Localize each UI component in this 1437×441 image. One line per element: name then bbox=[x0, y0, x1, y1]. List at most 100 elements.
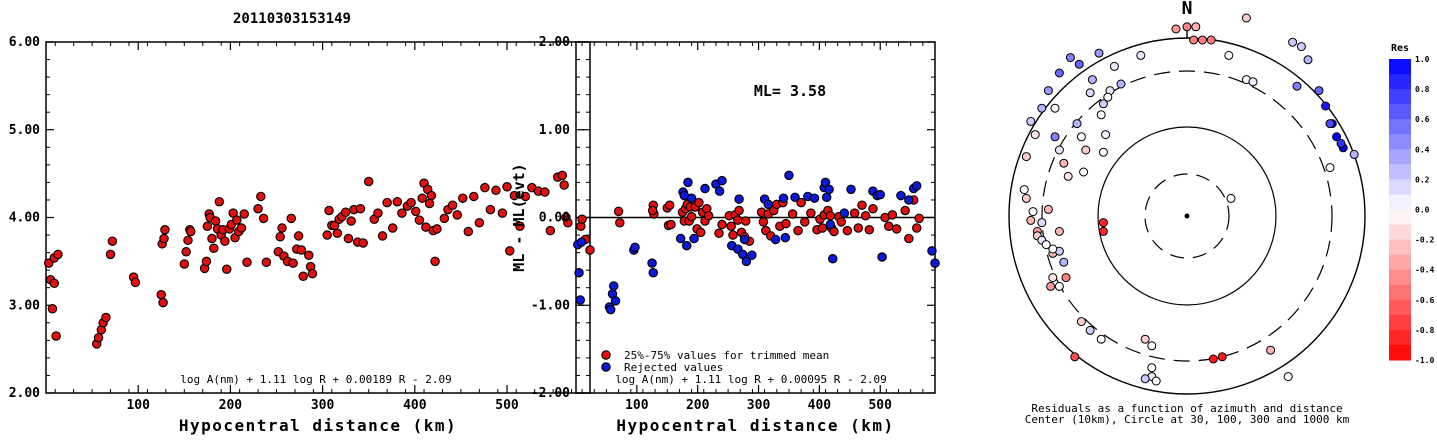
rejected-point bbox=[734, 194, 744, 204]
accepted-point bbox=[853, 223, 864, 233]
station-point bbox=[426, 190, 437, 201]
station-point bbox=[520, 191, 531, 202]
station-point bbox=[307, 268, 318, 279]
ring-300km bbox=[1097, 126, 1277, 306]
rejected-point bbox=[904, 195, 914, 205]
polar-caption-line2: Center (10km), Circle at 30, 100, 300 an… bbox=[1025, 413, 1350, 426]
station-residual-point bbox=[1037, 103, 1047, 113]
station-residual-point bbox=[1087, 75, 1097, 85]
rejected-point bbox=[648, 268, 659, 278]
station-residual-point bbox=[1076, 317, 1086, 327]
accepted-point bbox=[734, 205, 744, 216]
station-residual-point bbox=[1048, 273, 1058, 283]
station-residual-point bbox=[1140, 334, 1150, 344]
station-residual-point bbox=[1050, 132, 1060, 142]
rejected-point bbox=[700, 183, 710, 194]
accepted-point bbox=[694, 197, 704, 208]
station-residual-point bbox=[1050, 103, 1060, 113]
rejected-point bbox=[896, 190, 906, 201]
accepted-point bbox=[836, 217, 847, 227]
rejected-point bbox=[714, 186, 725, 196]
accepted-point bbox=[577, 214, 587, 225]
station-point bbox=[160, 225, 170, 235]
accepted-point bbox=[733, 215, 743, 225]
x-axis-label: Hypocentral distance (km) bbox=[616, 416, 894, 435]
station-point bbox=[474, 218, 485, 228]
rejected-point bbox=[739, 234, 750, 245]
station-point bbox=[258, 213, 269, 224]
station-residual-point bbox=[1098, 226, 1108, 236]
station-residual-point bbox=[1208, 354, 1218, 364]
azimuth-distance-residual-plot: N Residuals as a function of azimuth and … bbox=[1008, 0, 1366, 426]
station-residual-point bbox=[1101, 130, 1111, 140]
station-point bbox=[51, 331, 61, 341]
accepted-point bbox=[787, 209, 798, 219]
station-residual-point bbox=[1096, 110, 1106, 120]
station-residual-point bbox=[1325, 163, 1335, 173]
station-residual-point bbox=[1063, 171, 1073, 181]
accepted-point bbox=[911, 223, 922, 233]
station-point bbox=[304, 250, 314, 260]
station-point bbox=[296, 245, 307, 255]
station-residual-point bbox=[1147, 363, 1157, 373]
station-point bbox=[505, 246, 515, 256]
station-point bbox=[545, 225, 556, 236]
station-residual-point bbox=[1074, 59, 1084, 69]
station-point bbox=[130, 277, 141, 288]
accepted-point bbox=[900, 205, 910, 216]
station-point bbox=[480, 182, 490, 193]
accepted-point bbox=[793, 225, 803, 236]
y-axis-label: ML - ML(evt) bbox=[510, 163, 528, 271]
station-point bbox=[186, 226, 196, 237]
station-residual-point bbox=[1325, 119, 1335, 129]
colorbar-segment bbox=[1389, 209, 1411, 226]
rejected-point bbox=[675, 233, 686, 244]
colorbar-segment bbox=[1389, 119, 1411, 135]
colorbar-segment bbox=[1389, 164, 1411, 180]
y-tick-label: -1.00 bbox=[531, 298, 570, 313]
accepted-point bbox=[695, 227, 706, 238]
station-residual-point bbox=[1136, 50, 1146, 60]
colorbar-tick-label: -0.8 bbox=[1415, 326, 1434, 335]
formula-text: log A(nm) + 1.11 log R + 0.00189 R - 2.0… bbox=[180, 373, 452, 386]
station-residual-point bbox=[1046, 281, 1056, 291]
rejected-point bbox=[778, 193, 789, 203]
ml-vs-distance-panel: 100 200 300 400 500 2.00 3.00 4.00 5.00 6.00 Hypoc… bbox=[9, 35, 595, 435]
station-residual-point bbox=[1241, 13, 1251, 23]
legend-rejected-label: Rejected values bbox=[624, 361, 723, 374]
station-residual-point bbox=[1079, 167, 1089, 177]
station-point bbox=[158, 297, 168, 308]
accepted-point bbox=[664, 200, 675, 210]
station-point bbox=[387, 223, 398, 233]
y-tick-label: -2.00 bbox=[531, 386, 570, 401]
station-point bbox=[469, 191, 479, 202]
accepted-point bbox=[887, 210, 898, 220]
rejected-point bbox=[630, 242, 640, 253]
station-residual-point bbox=[1021, 152, 1031, 162]
accepted-point bbox=[825, 210, 836, 221]
colorbar-title: Res bbox=[1391, 43, 1409, 54]
accepted-point bbox=[800, 217, 810, 227]
station-point bbox=[463, 226, 474, 237]
station-point bbox=[221, 264, 232, 275]
y-tick-label: 3.00 bbox=[9, 298, 40, 313]
station-residual-point bbox=[1226, 193, 1236, 203]
station-point bbox=[540, 187, 550, 197]
rejected-point bbox=[809, 193, 820, 203]
station-point bbox=[515, 221, 525, 232]
rejected-point bbox=[575, 295, 586, 305]
station-point bbox=[261, 257, 272, 268]
accepted-point bbox=[613, 206, 624, 217]
colorbar-segment bbox=[1389, 344, 1411, 361]
north-label: N bbox=[1182, 0, 1193, 19]
colorbar-segment bbox=[1389, 89, 1411, 105]
x-tick-label: 500 bbox=[868, 398, 892, 413]
station-residual-point bbox=[1140, 374, 1150, 384]
station-point bbox=[53, 249, 63, 260]
station-point bbox=[214, 196, 225, 207]
y-tick-label: 2.00 bbox=[539, 35, 570, 50]
accepted-point bbox=[868, 203, 878, 214]
station-residual-point bbox=[1030, 130, 1040, 140]
station-residual-point bbox=[1151, 376, 1161, 386]
